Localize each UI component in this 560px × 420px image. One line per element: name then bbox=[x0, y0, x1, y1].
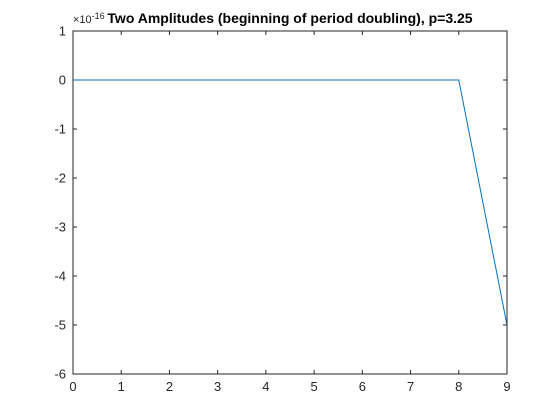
x-tick-label: 6 bbox=[359, 379, 366, 394]
y-exponent-base: ×10 bbox=[73, 14, 92, 26]
x-tick-label: 5 bbox=[310, 379, 317, 394]
y-tick-label: -3 bbox=[54, 220, 66, 235]
plot-area bbox=[73, 31, 507, 374]
y-exponent-power: -16 bbox=[92, 11, 105, 21]
chart-title: Two Amplitudes (beginning of period doub… bbox=[107, 10, 472, 26]
x-tick-label: 2 bbox=[166, 379, 173, 394]
tick-labels: 0 1 2 3 4 5 6 7 8 910-1-2-3-4-5-6 bbox=[54, 24, 510, 395]
x-tick-label: 7 bbox=[407, 379, 414, 394]
y-tick-label: -1 bbox=[54, 122, 66, 137]
x-tick-label: 4 bbox=[262, 379, 269, 394]
y-exponent-label: ×10-16 bbox=[73, 11, 105, 26]
x-tick-label: 1 bbox=[118, 379, 125, 394]
x-tick-label: 0 bbox=[69, 379, 76, 394]
y-tick-label: -2 bbox=[54, 171, 66, 186]
y-tick-label: -4 bbox=[54, 269, 66, 284]
axes-box bbox=[72, 30, 508, 375]
x-tick-label: 3 bbox=[214, 379, 221, 394]
x-tick-label: 8 bbox=[455, 379, 462, 394]
y-tick-label: -5 bbox=[54, 318, 66, 333]
y-tick-label: 0 bbox=[59, 73, 66, 88]
y-tick-label: -6 bbox=[54, 367, 66, 382]
y-tick-label: 1 bbox=[59, 24, 66, 39]
series-line bbox=[73, 79, 508, 326]
x-tick-label: 9 bbox=[503, 379, 510, 394]
